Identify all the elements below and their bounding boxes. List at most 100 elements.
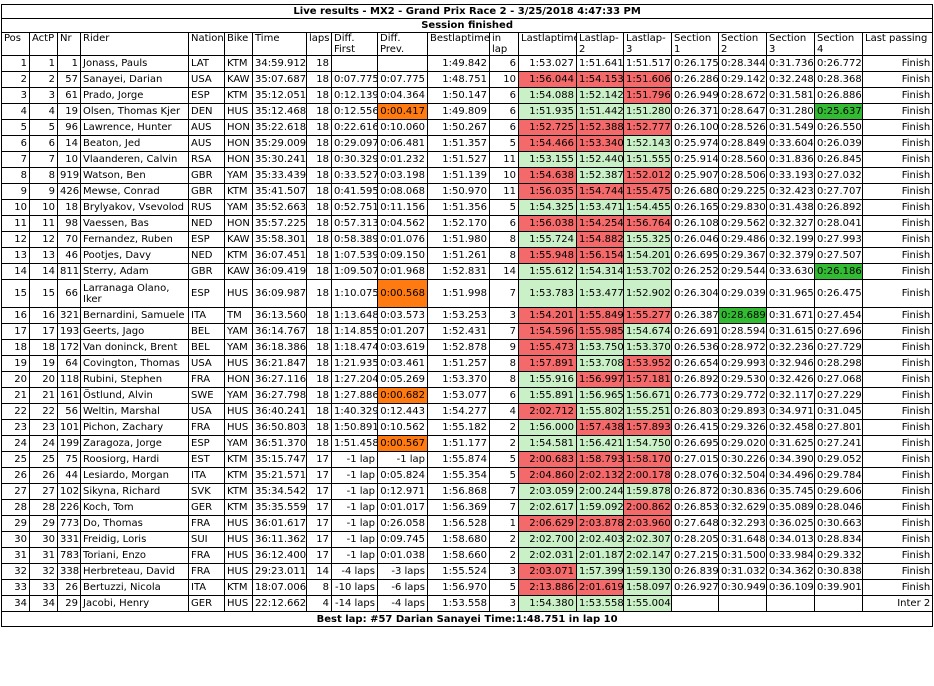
table-row[interactable]: 28 28 226 Koch, Tom GER KTM 35:35.559 17 -1 lap 0…: [1, 499, 934, 516]
cell-bike: KTM: [224, 55, 253, 72]
cell-last-passing: Finish: [861, 531, 934, 548]
cell-nation: ESP: [188, 87, 225, 104]
cell-bike: HON: [224, 119, 253, 136]
table-row[interactable]: 5 5 96 Lawrence, Hunter AUS HON 35:22.618 18 0:2…: [1, 119, 934, 136]
table-row[interactable]: 15 15 66 Larranaga Olano, Iker ESP HUS 36:09.9…: [1, 279, 934, 308]
table-row[interactable]: 30 30 331 Freidig, Loris SUI HUS 36:11.362 17 -1…: [1, 531, 934, 548]
table-row[interactable]: 25 25 75 Roosiorg, Hardi EST KTM 35:15.747 17 -1…: [1, 451, 934, 468]
table-row[interactable]: 20 20 118 Rubini, Stephen FRA HON 36:27.116 18 1…: [1, 371, 934, 388]
cell-diff-prev: -1 lap: [377, 451, 428, 468]
cell-time: 36:40.241: [252, 403, 307, 420]
table-row[interactable]: 18 18 172 Van doninck, Brent BEL YAM 36:18.386…: [1, 339, 934, 356]
table-row[interactable]: 13 13 46 Pootjes, Davy NED KTM 36:07.451 18 1:07…: [1, 247, 934, 264]
col-header-diff-prev[interactable]: Diff. Prev.: [377, 32, 428, 56]
table-row[interactable]: 21 21 161 Östlund, Alvin SWE YAM 36:27.798 18 1:…: [1, 387, 934, 404]
cell-section-2: 0:29.993: [718, 355, 767, 372]
col-header-in-lap[interactable]: in lap: [489, 32, 519, 56]
table-row[interactable]: 31 31 783 Toriani, Enzo FRA HUS 36:12.400 17 -1 …: [1, 547, 934, 564]
col-header-lastlap-3[interactable]: Lastlap-3: [623, 32, 672, 56]
cell-lastlap-2: 1:52.388: [576, 119, 624, 136]
cell-bestlaptime: 1:53.370: [427, 371, 490, 388]
cell-section-3: 0:32.423: [766, 183, 815, 200]
table-row[interactable]: 19 19 64 Covington, Thomas USA HUS 36:21.847 18…: [1, 355, 934, 372]
cell-bike: YAM: [224, 339, 253, 356]
cell-actp: 19: [29, 355, 58, 372]
cell-actp: 34: [29, 595, 58, 612]
table-row[interactable]: 4 4 19 Olsen, Thomas Kjer DEN HUS 35:12.468 18 0…: [1, 103, 934, 120]
table-row[interactable]: 34 34 29 Jacobi, Henry GER HUS 22:12.662 4 -14 l…: [1, 595, 934, 612]
table-row[interactable]: 9 9 426 Mewse, Conrad GBR KTM 35:41.507 18 0:41.…: [1, 183, 934, 200]
cell-pos: 28: [1, 499, 30, 516]
cell-lastlaptime: 2:06.629: [518, 515, 577, 532]
table-row[interactable]: 17 17 193 Geerts, Jago BEL YAM 36:14.767 18 1:14…: [1, 323, 934, 340]
cell-lastlap-2: 1:53.477: [576, 279, 624, 308]
table-row[interactable]: 1 1 1 Jonass, Pauls LAT KTM 34:59.912 18 1:49.84…: [1, 55, 934, 72]
cell-section-3: 0:31.736: [766, 55, 815, 72]
col-header-last-passing[interactable]: Last passing: [861, 32, 934, 56]
table-row[interactable]: 7 7 10 Vlaanderen, Calvin RSA HON 35:30.241 18 0…: [1, 151, 934, 168]
cell-section-1: 0:26.949: [671, 87, 719, 104]
cell-section-4: 0:28.041: [814, 215, 863, 232]
cell-lastlap-3: 1:52.902: [623, 279, 672, 308]
cell-lastlap-3: 1:55.277: [623, 307, 672, 324]
cell-nr: 773: [57, 515, 81, 532]
cell-actp: 2: [29, 71, 58, 88]
cell-in-lap: 6: [489, 119, 519, 136]
table-row[interactable]: 6 6 14 Beaton, Jed AUS HON 35:29.009 18 0:29.097…: [1, 135, 934, 152]
col-header-lastlaptime[interactable]: Lastlaptime: [518, 32, 577, 56]
cell-section-3: 0:34.496: [766, 467, 815, 484]
col-header-section-3[interactable]: Section 3: [766, 32, 815, 56]
cell-lastlap-3: 1:51.606: [623, 71, 672, 88]
cell-actp: 23: [29, 419, 58, 436]
col-header-actp[interactable]: ActP: [29, 32, 58, 56]
table-row[interactable]: 24 24 199 Zaragoza, Jorge ESP YAM 36:51.370 18 1…: [1, 435, 934, 452]
cell-bike: YAM: [224, 323, 253, 340]
cell-rider: Toriani, Enzo: [80, 547, 189, 564]
col-header-bike[interactable]: Bike: [224, 32, 253, 56]
table-row[interactable]: 23 23 101 Pichon, Zachary FRA HUS 36:50.803 18 1…: [1, 419, 934, 436]
cell-section-2: 0:29.142: [718, 71, 767, 88]
col-header-pos[interactable]: Pos: [1, 32, 30, 56]
table-row[interactable]: 10 10 18 Brylyakov, Vsevolod RUS YAM 35:52.663…: [1, 199, 934, 216]
table-row[interactable]: 27 27 102 Sikyna, Richard SVK KTM 35:34.542 17-…: [1, 483, 934, 500]
cell-pos: 27: [1, 483, 30, 500]
table-row[interactable]: 29 29 773 Do, Thomas FRA HUS 36:01.617 17 -1 lap…: [1, 515, 934, 532]
table-row[interactable]: 2 2 57 Sanayei, Darian USA KAW 35:07.687 18 0:07…: [1, 71, 934, 88]
col-header-time[interactable]: Time: [252, 32, 307, 56]
cell-lastlap-2: 1:51.442: [576, 103, 624, 120]
col-header-nr[interactable]: Nr: [57, 32, 81, 56]
table-row[interactable]: 26 26 44 Lesiardo, Morgan ITA KTM 35:21.571 17-…: [1, 467, 934, 484]
table-row[interactable]: 33 33 26 Bertuzzi, Nicola ITA KTM 18:07.006 8 -1…: [1, 579, 934, 596]
col-header-section-4[interactable]: Section 4: [814, 32, 863, 56]
col-header-nation[interactable]: Nation: [188, 32, 225, 56]
cell-time: 35:29.009: [252, 135, 307, 152]
cell-pos: 3: [1, 87, 30, 104]
cell-time: 34:59.912: [252, 55, 307, 72]
table-row[interactable]: 11 11 98 Vaessen, Bas NED HON 35:57.225 18 0:57.…: [1, 215, 934, 232]
cell-laps: 18: [306, 119, 332, 136]
table-row[interactable]: 8 8 919 Watson, Ben GBR YAM 35:33.439 18 0:33.52…: [1, 167, 934, 184]
cell-lastlaptime: 2:04.860: [518, 467, 577, 484]
col-header-bestlaptime[interactable]: Bestlaptime: [427, 32, 490, 56]
table-row[interactable]: 32 32 338 Herbreteau, David FRA HUS 29:23.011 1…: [1, 563, 934, 580]
col-header-section-2[interactable]: Section 2: [718, 32, 767, 56]
cell-diff-prev: 0:01.232: [377, 151, 428, 168]
cell-bike: KTM: [224, 483, 253, 500]
cell-lastlap-3: 1:54.455: [623, 199, 672, 216]
cell-bestlaptime: 1:50.267: [427, 119, 490, 136]
table-row[interactable]: 16 16 321 Bernardini, Samuele ITA TM 36:13.560…: [1, 307, 934, 324]
table-row[interactable]: 22 22 56 Weltin, Marshal USA HUS 36:40.241 18 1:…: [1, 403, 934, 420]
table-row[interactable]: 14 14 811 Sterry, Adam GBR KAW 36:09.419 18 1:09…: [1, 263, 934, 280]
cell-section-4: 0:26.550: [814, 119, 863, 136]
col-header-laps[interactable]: laps: [306, 32, 332, 56]
cell-nr: 14: [57, 135, 81, 152]
col-header-diff-first[interactable]: Diff. First: [331, 32, 378, 56]
cell-section-3: [766, 595, 815, 612]
col-header-rider[interactable]: Rider: [80, 32, 189, 56]
cell-lastlaptime: 1:55.612: [518, 263, 577, 280]
col-header-lastlap-2[interactable]: Lastlap-2: [576, 32, 624, 56]
col-header-section-1[interactable]: Section 1: [671, 32, 719, 56]
cell-actp: 18: [29, 339, 58, 356]
table-row[interactable]: 12 12 70 Fernandez, Ruben ESP KAW 35:58.301 18 0…: [1, 231, 934, 248]
table-row[interactable]: 3 3 61 Prado, Jorge ESP KTM 35:12.051 18 0:12.13…: [1, 87, 934, 104]
